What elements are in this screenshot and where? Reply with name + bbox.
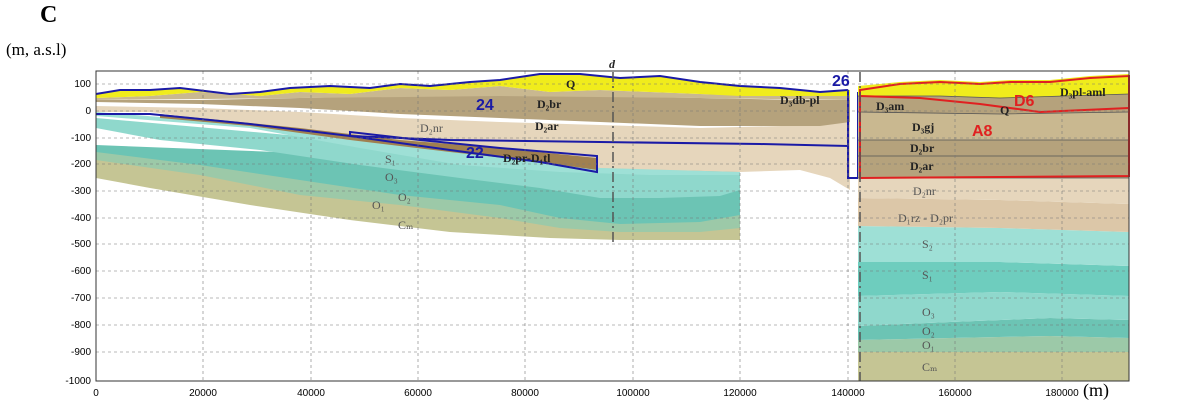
- label-o2-right: O₂: [922, 324, 935, 338]
- label-o1-right: O₁: [922, 338, 935, 352]
- layer-s1-upper-left: [96, 112, 740, 175]
- y-axis-ticks: 100 0 -100 -200 -300 -400 -500 -600 -700…: [65, 79, 91, 387]
- label-q-left: Q: [566, 77, 575, 91]
- x-tick: 120000: [723, 388, 757, 399]
- layer-d3gj-right: [858, 112, 1129, 140]
- y-tick: -600: [71, 266, 91, 277]
- layer-d2ar-left: [96, 96, 850, 126]
- zone-d6-label: D6: [1014, 93, 1035, 110]
- zone-d6-outline: [859, 95, 1130, 114]
- y-tick: -400: [71, 213, 91, 224]
- label-d2pr-d1tl: D₂pr-D₁tl: [503, 151, 551, 165]
- x-tick: 100000: [616, 388, 650, 399]
- layer-o2-right: [858, 318, 1129, 340]
- x-tick: 140000: [831, 388, 865, 399]
- y-axis-unit: (m, a.s.l): [6, 40, 67, 59]
- y-tick: -200: [71, 159, 91, 170]
- x-tick: 180000: [1045, 388, 1079, 399]
- x-axis-unit: (m): [1083, 380, 1109, 400]
- zone-a8-outline: [859, 74, 1130, 180]
- label-d2nr-left: D₂nr: [420, 121, 443, 135]
- label-s2-right: S₂: [922, 237, 933, 251]
- label-o1-left: O₁: [372, 198, 385, 212]
- label-d2ar-right: D₂ar: [910, 159, 934, 173]
- x-axis-ticks: 0 20000 40000 60000 80000 100000 120000 …: [93, 388, 1079, 399]
- x-tick: 20000: [189, 388, 217, 399]
- zone-24-label: 24: [476, 97, 494, 114]
- zone-22-label: 22: [466, 145, 484, 162]
- layer-cm-right: [858, 352, 1129, 381]
- layer-d2nr-right: [858, 178, 1129, 204]
- layer-s1-right: [858, 262, 1129, 296]
- x-tick: 160000: [938, 388, 972, 399]
- x-tick: 40000: [297, 388, 325, 399]
- zone-26-label: 26: [832, 73, 850, 90]
- layer-o1-right: [858, 336, 1129, 352]
- label-s1-left: S₁: [385, 152, 396, 166]
- y-tick: -800: [71, 320, 91, 331]
- x-tick: 0: [93, 388, 99, 399]
- marker-d-label: d: [609, 57, 616, 71]
- layer-q-left: [96, 74, 850, 98]
- label-d2br-left: D₂br: [537, 97, 562, 111]
- plot-frame: [95, 70, 1130, 382]
- layer-d2br-left: [96, 86, 850, 100]
- y-tick: -1000: [65, 376, 91, 387]
- x-tick: 80000: [511, 388, 539, 399]
- label-d2nr-right: D₂nr: [913, 184, 936, 198]
- layer-s2-right: [858, 226, 1129, 266]
- layer-d2ar-right: [858, 140, 1129, 178]
- label-d2ar-left: D₂ar: [535, 119, 559, 133]
- label-o3-left: O₃: [385, 170, 398, 184]
- x-tick: 60000: [404, 388, 432, 399]
- label-cm-right: Cₘ: [922, 360, 937, 374]
- label-o2-left: O₂: [398, 190, 411, 204]
- y-tick: 100: [74, 79, 91, 90]
- zone-a8-label: A8: [972, 123, 993, 140]
- y-tick: -300: [71, 186, 91, 197]
- y-tick: 0: [85, 106, 91, 117]
- y-tick: -900: [71, 347, 91, 358]
- label-d1rz-d2pr: D₁rz - D₂pr: [898, 211, 953, 225]
- label-s1-right: S₁: [922, 268, 933, 282]
- label-d3gj: D₃gj: [912, 120, 934, 134]
- label-o3-right: O₃: [922, 305, 935, 319]
- label-cm-left: Cₘ: [398, 218, 413, 232]
- label-d3dbpl: D₃db-pl: [780, 93, 820, 107]
- label-d2br-right: D₂br: [910, 141, 935, 155]
- layer-o3-right: [858, 292, 1129, 326]
- zone-24-bottom: [96, 90, 849, 148]
- label-d3plaml: D₃pl-aml: [1060, 85, 1106, 99]
- panel-letter: C: [40, 2, 58, 28]
- y-tick: -700: [71, 293, 91, 304]
- layer-d1rz-d2pr-right: [858, 198, 1129, 232]
- zone-22-outline: [349, 130, 598, 174]
- label-d3am: D₃am: [876, 99, 904, 113]
- label-q-right: Q: [1000, 103, 1009, 117]
- y-tick: -100: [71, 133, 91, 144]
- y-tick: -500: [71, 239, 91, 250]
